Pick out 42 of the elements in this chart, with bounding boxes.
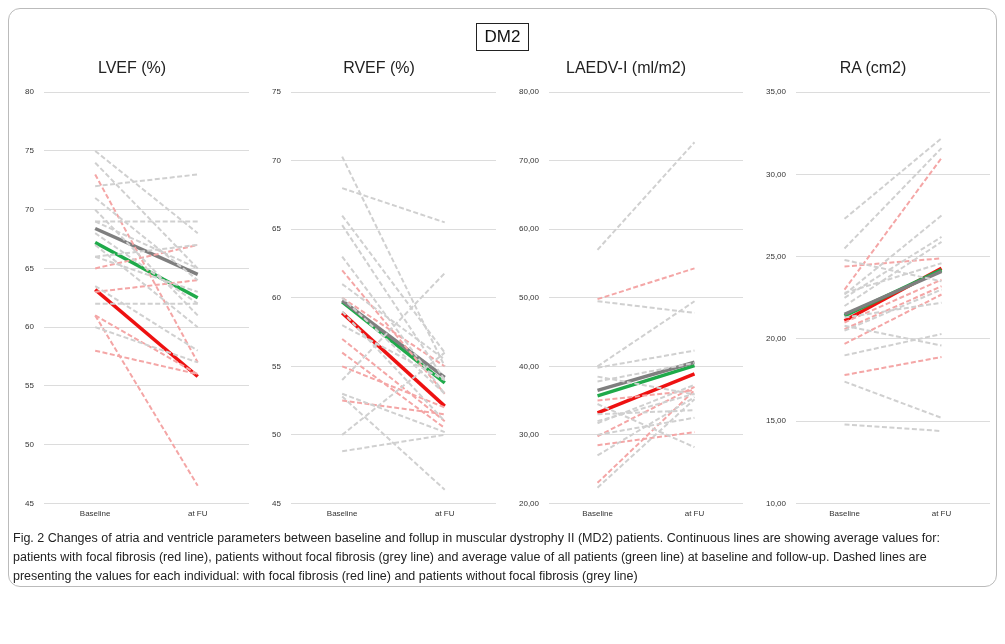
y-tick-label: 40,00: [518, 361, 540, 371]
chart-title: LAEDV-I (ml/m2): [565, 59, 687, 77]
y-tick-label: 35,00: [765, 87, 787, 97]
y-tick-label: 65: [24, 263, 35, 273]
x-tick-label: at FU: [684, 509, 705, 519]
y-tick-label: 50: [271, 430, 282, 440]
y-tick-label: 20,00: [518, 498, 540, 508]
caption: Fig. 2 Changes of atria and ventricle parameters between baseline and follup in muscular dystrophy II (MD2) patients. Continuous lines are showing average values for: patients with focal fibrosis (red line), patients without focal fibrosis (grey line) and average value of all patients (green line) at baseline and follow-up. Dashed lines are presenting the values for each individual: with focal fibrosis (red line) and patients without focal fibrosis (grey line): [12, 530, 941, 585]
y-tick-label: 60: [24, 322, 35, 332]
y-tick-label: 20,00: [765, 334, 787, 344]
x-tick-label: Baseline: [582, 509, 614, 519]
y-tick-label: 70: [24, 204, 35, 214]
y-tick-label: 70: [271, 155, 282, 165]
y-tick-label: 45: [271, 498, 282, 508]
x-tick-label: at FU: [187, 509, 208, 519]
x-tick-label: at FU: [434, 509, 455, 519]
text: DM2: [475, 23, 530, 51]
y-tick-label: 60,00: [518, 224, 540, 234]
y-tick-label: 10,00: [765, 498, 787, 508]
y-tick-label: 80,00: [518, 87, 540, 97]
y-tick-label: 50,00: [518, 293, 540, 302]
y-tick-label: 75: [24, 146, 35, 156]
y-tick-label: 55: [271, 361, 282, 371]
y-tick-label: 65: [271, 224, 282, 234]
y-tick-label: 55: [24, 381, 35, 391]
x-tick-label: at FU: [931, 509, 952, 519]
chart-title: RA (cm2): [839, 59, 907, 77]
y-tick-label: 15,00: [765, 416, 787, 426]
y-tick-label: 50: [24, 439, 35, 449]
chart-title: RVEF (%): [343, 59, 415, 77]
y-tick-label: 25,00: [765, 251, 787, 261]
y-tick-label: 45: [24, 498, 35, 508]
y-tick-label: 75: [271, 87, 282, 97]
x-tick-label: Baseline: [326, 509, 359, 519]
y-tick-label: 80: [24, 87, 35, 97]
chart-title: LVEF (%): [97, 59, 167, 77]
x-tick-label: Baseline: [829, 509, 861, 519]
y-tick-label: 70,00: [518, 155, 540, 165]
y-tick-label: 30,00: [518, 430, 540, 440]
y-tick-label: 30,00: [765, 169, 787, 179]
x-tick-label: Baseline: [79, 509, 112, 519]
y-tick-label: 60: [271, 293, 282, 302]
